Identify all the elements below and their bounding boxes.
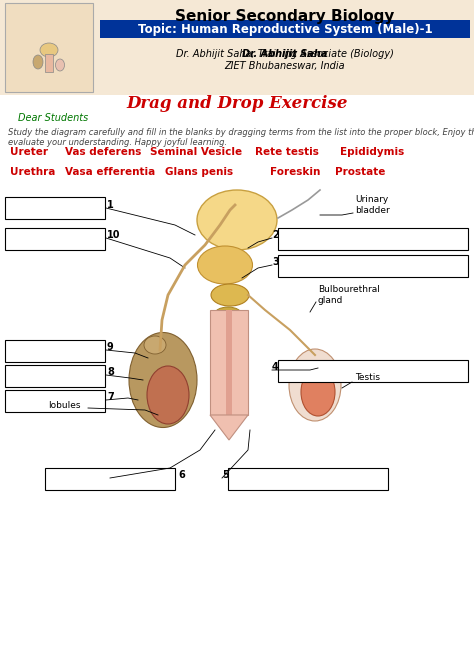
Bar <box>45 468 175 490</box>
Text: 1: 1 <box>107 200 114 210</box>
Text: Vasa efferentia: Vasa efferentia <box>65 167 155 177</box>
Bar <box>45 54 53 72</box>
Text: Vas deferens: Vas deferens <box>65 147 141 157</box>
Text: evaluate your understanding. Happy joyful learning.: evaluate your understanding. Happy joyfu… <box>8 138 227 147</box>
Text: Rete testis: Rete testis <box>255 147 319 157</box>
Text: 6: 6 <box>178 470 185 480</box>
Bar <box>226 310 232 415</box>
Text: 3: 3 <box>272 257 279 267</box>
Text: 7: 7 <box>107 392 114 402</box>
Ellipse shape <box>301 368 335 416</box>
Text: Dr. Abhijit Saha, Training Associate (Biology): Dr. Abhijit Saha, Training Associate (Bi… <box>176 49 394 59</box>
Text: Dear Students: Dear Students <box>18 113 88 123</box>
Ellipse shape <box>211 284 249 306</box>
Ellipse shape <box>129 332 197 427</box>
Ellipse shape <box>33 55 43 69</box>
Text: Seminal Vesicle: Seminal Vesicle <box>150 147 242 157</box>
Text: 4: 4 <box>272 362 279 372</box>
Ellipse shape <box>289 349 341 421</box>
Text: lobules: lobules <box>48 401 81 409</box>
Ellipse shape <box>144 336 166 354</box>
Bar <box>278 255 468 277</box>
Bar <box>5 365 105 387</box>
Text: Urethra: Urethra <box>10 167 55 177</box>
Ellipse shape <box>214 307 242 323</box>
Ellipse shape <box>40 43 58 57</box>
Text: Ureter: Ureter <box>10 147 48 157</box>
Bar <box>5 3 93 92</box>
Ellipse shape <box>55 59 64 71</box>
Text: ZIET Bhubaneswar, India: ZIET Bhubaneswar, India <box>225 61 346 71</box>
Bar <box>5 197 105 219</box>
Text: Epididymis: Epididymis <box>340 147 404 157</box>
Text: Urinary
bladder: Urinary bladder <box>355 195 390 215</box>
Ellipse shape <box>197 190 277 250</box>
Ellipse shape <box>198 246 253 284</box>
Bar <box>228 468 388 490</box>
Bar <box>278 360 468 382</box>
Bar <box>5 390 105 412</box>
Text: Study the diagram carefully and fill in the blanks by dragging terms from the li: Study the diagram carefully and fill in … <box>8 128 474 137</box>
Bar <box>5 228 105 250</box>
Bar <box>0 0 474 95</box>
Bar <box>210 310 248 415</box>
Text: Drag and Drop Exercise: Drag and Drop Exercise <box>126 94 348 112</box>
Text: Senior Secondary Biology: Senior Secondary Biology <box>175 9 395 23</box>
Text: 2: 2 <box>272 230 279 240</box>
Text: Testis: Testis <box>355 373 380 383</box>
Text: 8: 8 <box>107 367 114 377</box>
Polygon shape <box>210 415 248 440</box>
Text: 9: 9 <box>107 342 114 352</box>
Text: Dr. Abhijit Saha: Dr. Abhijit Saha <box>242 49 328 59</box>
Ellipse shape <box>147 366 189 424</box>
Text: Bulbourethral
gland: Bulbourethral gland <box>318 285 380 304</box>
Bar <box>278 228 468 250</box>
Text: 10: 10 <box>107 230 120 240</box>
Text: Glans penis: Glans penis <box>165 167 233 177</box>
Text: Foreskin: Foreskin <box>270 167 320 177</box>
Bar <box>5 340 105 362</box>
Text: Prostate: Prostate <box>335 167 385 177</box>
Bar <box>100 20 470 38</box>
Text: Topic: Human Reproductive System (Male)-1: Topic: Human Reproductive System (Male)-… <box>137 23 432 35</box>
Text: 5: 5 <box>222 470 229 480</box>
